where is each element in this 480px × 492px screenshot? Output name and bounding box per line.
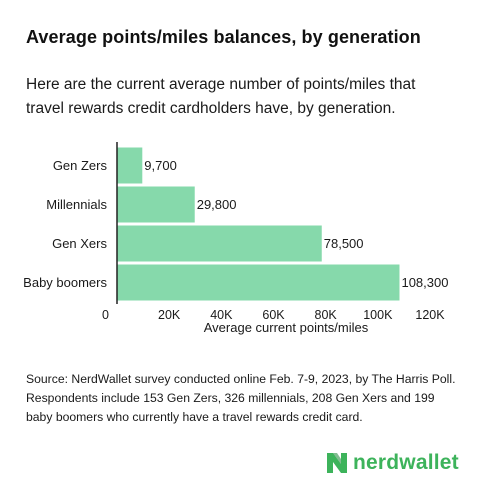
x-axis-title: Average current points/miles bbox=[204, 320, 369, 335]
value-label: 29,800 bbox=[197, 197, 237, 212]
chart-title: Average points/miles balances, by genera… bbox=[26, 27, 421, 47]
bar-gen-zers bbox=[117, 147, 143, 184]
nerdwallet-logo-icon bbox=[327, 453, 347, 473]
category-label: Gen Xers bbox=[52, 236, 107, 251]
bar-millennials bbox=[117, 186, 195, 223]
value-label: 78,500 bbox=[324, 236, 364, 251]
x-tick-label: 40K bbox=[210, 308, 233, 322]
bar-baby-boomers bbox=[117, 264, 400, 301]
category-label: Gen Zers bbox=[53, 158, 108, 173]
chart-subtitle: Here are the current average number of p… bbox=[26, 76, 416, 117]
category-label: Baby boomers bbox=[23, 275, 107, 290]
ticks-layer: 0 20K 40K 60K 80K 100K 120K bbox=[102, 308, 445, 322]
bar-chart: Gen Zers 9,700 Millennials 29,800 Gen Xers 78… bbox=[23, 142, 448, 335]
source-note: Source: NerdWallet survey conducted onli… bbox=[26, 372, 456, 424]
x-tick-label: 80K bbox=[315, 308, 338, 322]
x-tick-label: 120K bbox=[415, 308, 445, 322]
bars-layer bbox=[117, 147, 400, 301]
brand-logo: nerdwallet bbox=[326, 451, 459, 475]
x-tick-label: 20K bbox=[158, 308, 181, 322]
value-label: 9,700 bbox=[144, 158, 177, 173]
labels-layer: Gen Zers 9,700 Millennials 29,800 Gen Xers 78… bbox=[23, 158, 448, 290]
x-tick-label: 0 bbox=[102, 308, 109, 322]
value-label: 108,300 bbox=[401, 275, 448, 290]
bar-gen-xers bbox=[117, 225, 322, 262]
x-tick-label: 60K bbox=[262, 308, 285, 322]
brand-name: nerdwallet bbox=[353, 451, 459, 474]
category-label: Millennials bbox=[46, 197, 107, 212]
x-tick-label: 100K bbox=[363, 308, 393, 322]
